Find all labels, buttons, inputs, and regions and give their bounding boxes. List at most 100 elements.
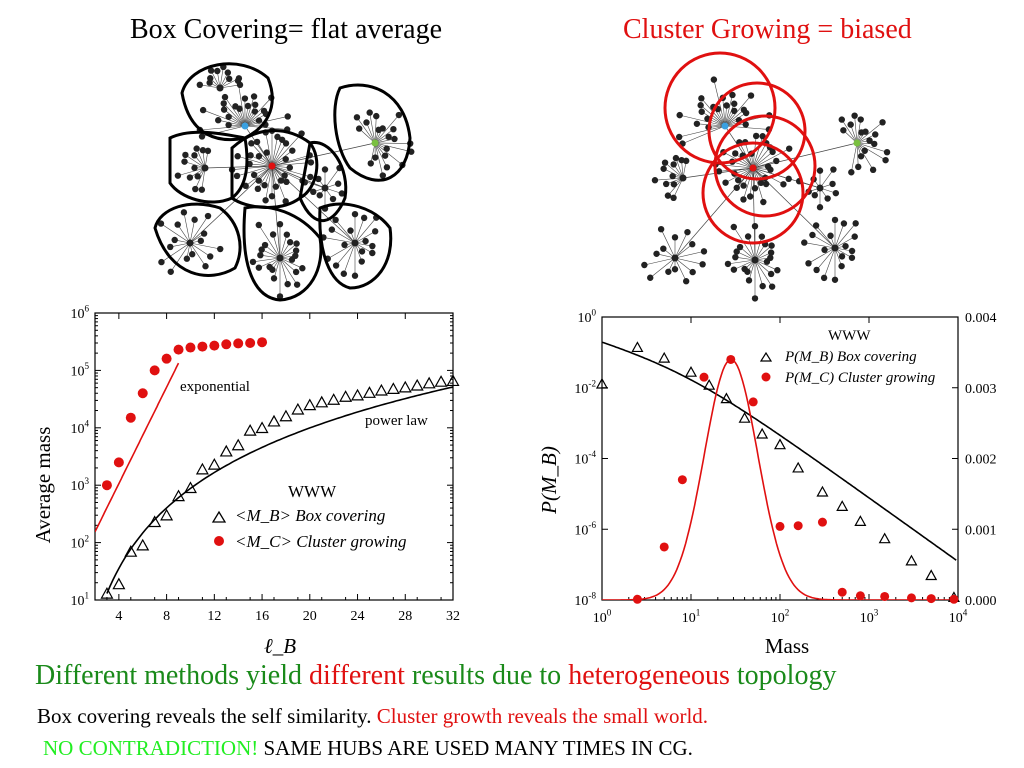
network-node — [207, 253, 214, 260]
box-covering-point — [434, 375, 448, 387]
network-edge — [272, 234, 281, 259]
network-node — [281, 172, 288, 179]
network-node — [299, 265, 306, 272]
x-tick-label-left: 4 — [115, 609, 122, 624]
network-edge — [752, 136, 763, 169]
network-node — [171, 236, 178, 244]
network-edge — [718, 167, 754, 172]
box-covering-point — [816, 485, 829, 497]
box-covering-point — [836, 500, 849, 511]
box-covering-point — [773, 438, 787, 450]
network-edge — [219, 66, 224, 89]
y-axis-label-left: Average mass — [31, 427, 55, 544]
network-node — [174, 221, 181, 228]
network-edge — [279, 257, 297, 273]
network-node — [292, 268, 300, 276]
network-edge — [271, 154, 310, 167]
network-edge — [748, 259, 756, 281]
network-node — [785, 175, 792, 183]
box-covering-point — [878, 532, 891, 544]
network-edge — [237, 155, 273, 167]
cluster-circles — [663, 51, 817, 245]
network-node — [764, 163, 772, 170]
network-edge — [203, 109, 246, 127]
network-node — [651, 177, 659, 184]
network-edge — [815, 225, 836, 249]
network-node — [220, 100, 227, 107]
network-node — [733, 248, 740, 255]
cluster-growing-point — [775, 521, 785, 531]
legend-title-right: WWW — [828, 328, 871, 344]
annotation-exponential: exponential — [180, 379, 250, 395]
y-tick-label-left: 104 — [70, 419, 89, 437]
network-edge — [183, 212, 191, 244]
network-edge — [358, 128, 376, 144]
network-node — [363, 119, 370, 126]
box-covering-network — [153, 62, 415, 302]
network-node — [742, 109, 750, 117]
y-tick-label-left: 106 — [70, 305, 89, 322]
network-node — [358, 258, 365, 265]
network-node — [274, 133, 281, 141]
network-node — [698, 108, 705, 115]
network-node — [741, 265, 748, 273]
y-tick-label-right-chart: 10-6 — [574, 520, 596, 538]
y-tick-label-left: 103 — [70, 476, 89, 494]
x-tick-label-right: 102 — [771, 608, 790, 626]
network-node — [248, 140, 255, 147]
network-node — [871, 140, 878, 148]
network-node — [283, 178, 290, 186]
cluster-growing-point — [632, 594, 642, 604]
network-node — [250, 93, 258, 100]
network-node — [284, 113, 291, 120]
network-node — [251, 108, 259, 115]
network-node — [661, 159, 669, 166]
network-node — [282, 198, 289, 205]
network-node — [869, 166, 877, 174]
network-edge — [218, 119, 246, 127]
network-node — [391, 135, 398, 143]
cluster-growing-point — [101, 480, 112, 491]
box-covering-point — [854, 515, 867, 526]
network-edge — [223, 103, 246, 127]
box-covering-point — [279, 409, 293, 422]
network-node — [670, 181, 678, 188]
network-node — [199, 106, 207, 114]
network-node — [731, 100, 738, 107]
conclusion-part-a: Different methods yield — [35, 660, 309, 691]
network-edge — [816, 247, 836, 271]
network-edge — [245, 165, 273, 187]
network-node — [820, 274, 828, 282]
network-node — [830, 166, 837, 173]
network-hub — [241, 122, 249, 130]
network-edge — [754, 259, 772, 275]
network-hub — [276, 254, 284, 262]
network-edge — [356, 117, 376, 144]
network-hub — [853, 139, 861, 147]
y2-tick-label: 0.004 — [965, 311, 997, 326]
y2-tick-label: 0.003 — [965, 382, 997, 397]
network-edge — [335, 219, 356, 244]
network-edge — [374, 114, 400, 144]
cluster-growing-point — [197, 341, 208, 352]
network-node — [379, 172, 387, 179]
network-hub — [679, 174, 687, 182]
network-node — [186, 174, 194, 181]
network-node — [341, 241, 348, 249]
network-node — [167, 268, 174, 275]
network-edge — [189, 242, 206, 267]
network-node — [734, 176, 742, 184]
network-node — [254, 185, 262, 193]
network-node — [293, 240, 300, 247]
network-edge — [674, 257, 687, 282]
box-covering-point — [631, 341, 644, 353]
network-node — [198, 133, 206, 140]
network-edge — [271, 136, 278, 167]
network-edge — [674, 257, 693, 273]
plot-frame-left — [94, 312, 454, 601]
network-edge — [747, 236, 756, 261]
network-edge — [733, 259, 756, 270]
network-node — [255, 117, 263, 124]
network-edge — [374, 142, 403, 166]
network-node — [809, 231, 816, 239]
